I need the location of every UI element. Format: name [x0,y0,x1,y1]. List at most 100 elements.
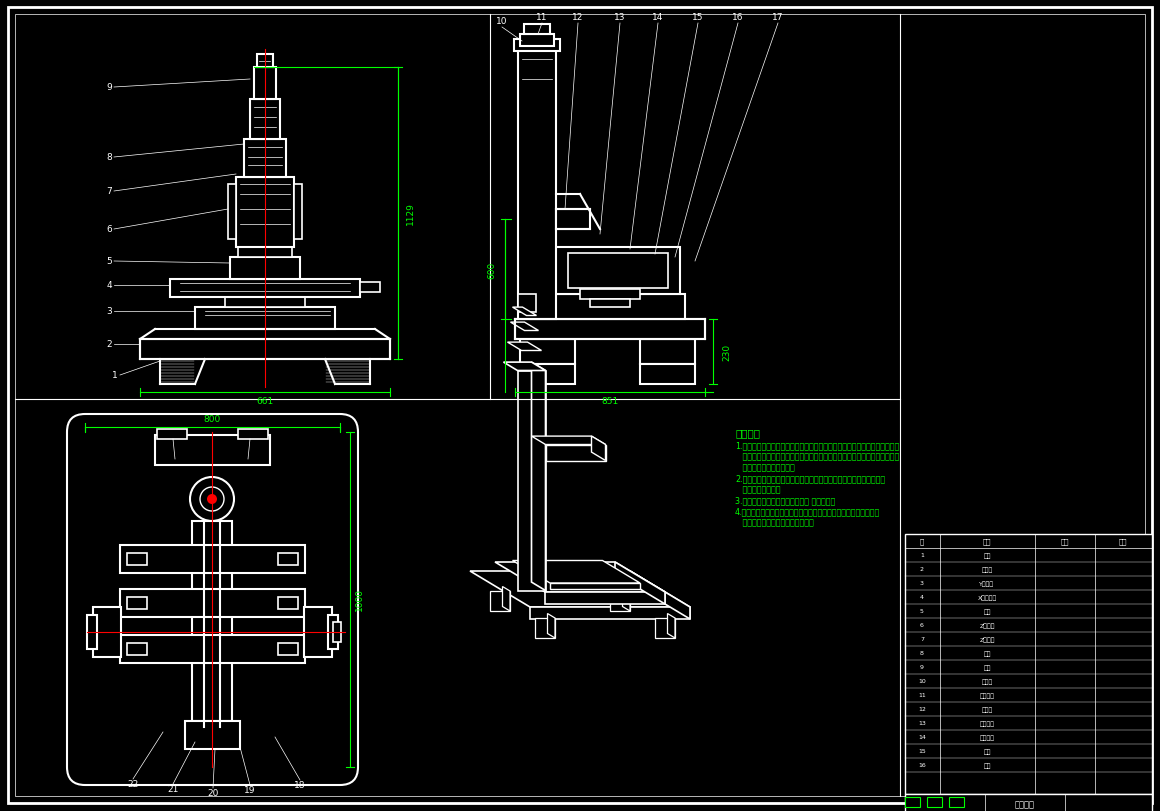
Text: 底座: 底座 [984,552,991,558]
Text: 4: 4 [107,281,113,290]
Bar [519,48,556,320]
Text: 电机座: 电机座 [981,678,993,684]
Polygon shape [531,436,606,445]
Text: 7: 7 [107,187,113,196]
Text: Y轴导轨: Y轴导轨 [979,581,994,586]
Text: 9: 9 [920,665,925,670]
Text: 工件夹具: 工件夹具 [979,734,994,740]
Bar [244,139,287,178]
Text: 操作，安装重重制度、逐项试验。: 操作，安装重重制度、逐项试验。 [735,517,814,526]
Text: 8: 8 [920,650,923,655]
Text: 851: 851 [601,397,618,406]
Text: 1129: 1129 [406,202,415,225]
Bar [235,178,293,247]
Polygon shape [502,587,510,611]
Bar [905,534,1152,794]
Bar [229,185,235,240]
Polygon shape [510,323,538,331]
Bar [225,298,305,307]
Text: 4: 4 [920,594,925,600]
Polygon shape [517,371,545,590]
Bar [333,622,341,642]
Bar [360,283,380,293]
Bar [590,299,630,307]
Polygon shape [615,562,665,604]
Text: 5: 5 [920,609,923,614]
Text: 15: 15 [918,749,926,753]
Text: 1.购入零部件应满足（电解水质量、外形等），购买部品须按照设计图的检查: 1.购入零部件应满足（电解水质量、外形等），购买部品须按照设计图的检查 [735,440,899,449]
Bar [119,545,305,573]
Text: 4.运输过程不要不完全拆卸、产品拆卸前提应不允许有对电子零件的: 4.运输过程不要不完全拆卸、产品拆卸前提应不允许有对电子零件的 [735,506,880,515]
Text: 锈蚀、等各种缺陷均不。: 锈蚀、等各种缺陷均不。 [735,462,795,471]
FancyBboxPatch shape [67,414,358,785]
Text: X轴工作台: X轴工作台 [978,594,996,600]
Polygon shape [490,591,510,611]
Bar [126,597,147,609]
Bar [87,616,97,649]
Bar [230,258,300,280]
Text: 立柱: 立柱 [984,608,991,614]
Polygon shape [545,592,665,604]
Text: 主轴: 主轴 [984,650,991,656]
Text: 名称: 名称 [983,538,992,545]
Text: 15: 15 [693,14,704,23]
Text: 步进电机: 步进电机 [979,693,994,698]
Text: 13: 13 [615,14,625,23]
Text: 10: 10 [496,18,508,27]
Bar [278,643,298,655]
Text: 3: 3 [107,307,113,316]
Text: 导轨: 导轨 [984,762,991,768]
Polygon shape [545,445,606,461]
Bar [171,280,360,298]
Text: 230: 230 [722,343,731,360]
Bar [640,365,695,384]
Bar [304,607,332,657]
Text: 14: 14 [918,735,926,740]
Bar [258,55,273,68]
Bar [157,430,187,440]
Text: Z轴丝杠: Z轴丝杠 [979,637,995,642]
Bar [554,247,680,294]
Text: 16: 16 [732,14,744,23]
Text: 6: 6 [920,623,923,628]
Bar [927,797,942,807]
Text: Z轴滑块: Z轴滑块 [979,622,995,628]
Text: 10: 10 [918,679,926,684]
Polygon shape [623,587,630,611]
Bar [556,210,590,230]
Bar [254,68,276,100]
Text: 序: 序 [920,538,925,545]
Bar [184,721,240,749]
Bar [140,340,390,359]
Text: 12: 12 [918,706,926,711]
Polygon shape [495,562,665,592]
Bar [195,307,335,329]
Text: 喷嘴: 喷嘴 [984,664,991,670]
Polygon shape [470,571,690,607]
Text: 21: 21 [167,784,179,793]
Bar [905,794,1152,811]
Text: 1: 1 [920,553,923,558]
Text: 1: 1 [113,371,118,380]
Bar [238,430,268,440]
Polygon shape [503,363,545,371]
Bar [520,365,575,384]
Bar [193,521,232,721]
Bar [524,25,550,35]
Text: 5: 5 [107,257,113,266]
Text: 16: 16 [918,762,926,767]
Bar [515,320,705,340]
Polygon shape [531,363,545,590]
Text: 丝杠螺母: 丝杠螺母 [979,720,994,726]
Text: 19: 19 [245,786,255,795]
Polygon shape [530,607,690,620]
Text: 技术要求: 技术要求 [735,427,760,437]
Polygon shape [667,614,675,638]
Bar [580,290,640,299]
Text: 14: 14 [652,14,664,23]
Bar [126,553,147,565]
Bar [568,254,668,289]
Bar [119,635,305,663]
Bar [126,643,147,655]
Bar [155,436,270,466]
